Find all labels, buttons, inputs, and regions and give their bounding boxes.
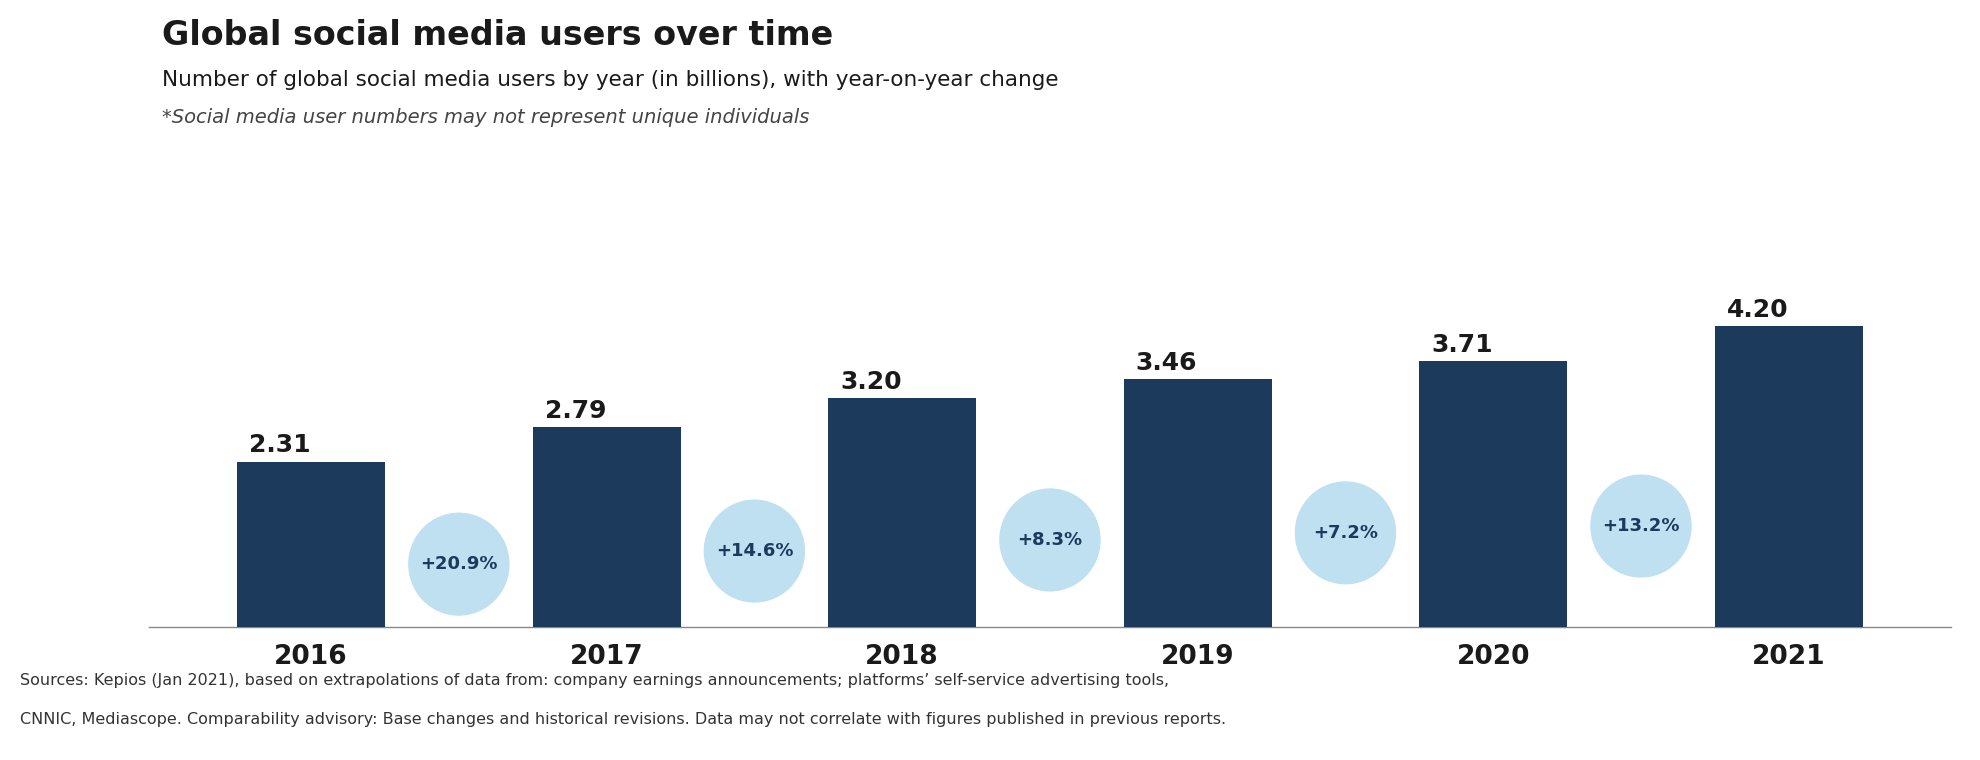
Ellipse shape xyxy=(703,499,804,603)
Text: Sources: Kepios (Jan 2021), based on extrapolations of data from: company earnin: Sources: Kepios (Jan 2021), based on ext… xyxy=(20,673,1168,688)
Text: 2021: 2021 xyxy=(38,157,117,185)
Bar xyxy=(238,461,384,627)
Text: +7.2%: +7.2% xyxy=(1313,524,1378,542)
Text: Number of global social media users by year (in billions), with year-on-year cha: Number of global social media users by y… xyxy=(162,70,1059,90)
Ellipse shape xyxy=(998,489,1101,591)
Bar xyxy=(533,427,681,627)
Text: 3.46: 3.46 xyxy=(1135,351,1196,375)
Bar xyxy=(828,397,976,627)
Ellipse shape xyxy=(1295,481,1396,584)
Ellipse shape xyxy=(1590,474,1691,578)
Text: Global social media users over time: Global social media users over time xyxy=(162,19,834,52)
Text: 4.20: 4.20 xyxy=(1727,298,1788,322)
Bar xyxy=(1123,379,1271,627)
Text: CNNIC, Mediascope. Comparability advisory: Base changes and historical revisions: CNNIC, Mediascope. Comparability advisor… xyxy=(20,712,1226,727)
Text: 3.20: 3.20 xyxy=(840,369,901,394)
Text: JAN: JAN xyxy=(50,84,105,112)
Text: +20.9%: +20.9% xyxy=(420,555,497,573)
Bar xyxy=(1715,326,1861,627)
Text: 3.71: 3.71 xyxy=(1430,333,1493,357)
Ellipse shape xyxy=(408,512,509,616)
Bar xyxy=(1418,361,1566,627)
Text: +14.6%: +14.6% xyxy=(715,542,792,560)
Text: 2.31: 2.31 xyxy=(249,433,311,458)
Text: 2.79: 2.79 xyxy=(544,399,606,423)
Text: +13.2%: +13.2% xyxy=(1602,517,1679,535)
Text: *Social media user numbers may not represent unique individuals: *Social media user numbers may not repre… xyxy=(162,108,810,127)
Text: +8.3%: +8.3% xyxy=(1018,531,1081,549)
